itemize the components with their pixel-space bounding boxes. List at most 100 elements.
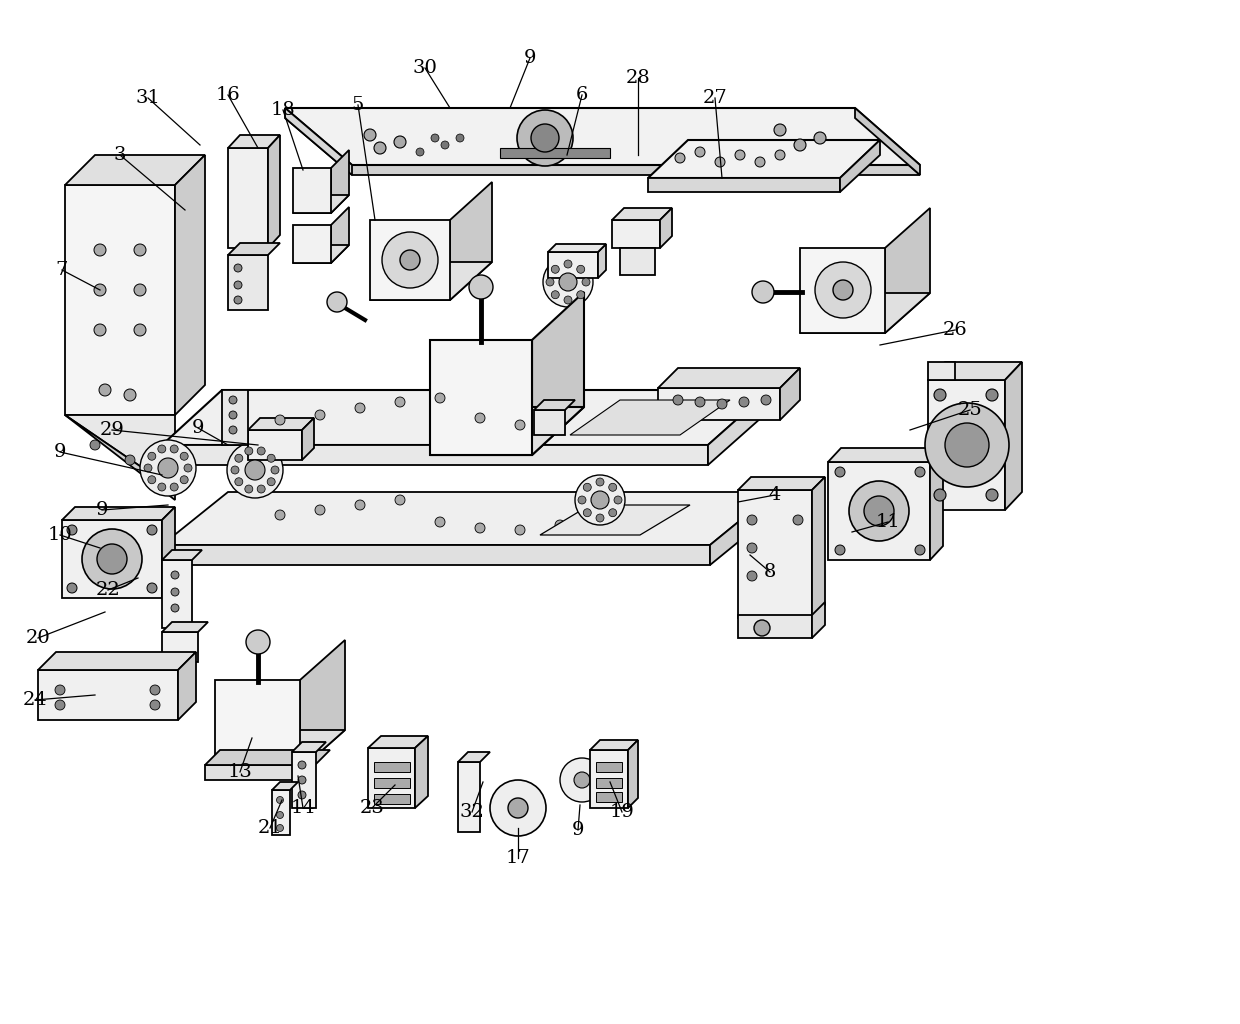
Polygon shape: [374, 762, 410, 772]
Circle shape: [717, 399, 727, 409]
Circle shape: [229, 411, 237, 419]
Circle shape: [227, 442, 283, 498]
Circle shape: [157, 458, 179, 478]
Circle shape: [751, 281, 774, 303]
Polygon shape: [293, 168, 331, 213]
Polygon shape: [738, 615, 812, 638]
Circle shape: [609, 509, 616, 517]
Circle shape: [794, 139, 806, 151]
Circle shape: [582, 278, 590, 286]
Circle shape: [694, 147, 706, 157]
Circle shape: [673, 395, 683, 406]
Text: 14: 14: [290, 799, 315, 817]
Polygon shape: [856, 108, 920, 175]
Polygon shape: [534, 400, 575, 410]
Polygon shape: [430, 340, 532, 455]
Circle shape: [794, 515, 804, 525]
Circle shape: [986, 489, 998, 501]
Polygon shape: [828, 449, 942, 462]
Polygon shape: [539, 505, 689, 535]
Polygon shape: [293, 245, 348, 263]
Circle shape: [298, 776, 306, 784]
Circle shape: [574, 772, 590, 788]
Circle shape: [746, 515, 756, 525]
Text: 27: 27: [703, 89, 728, 106]
Polygon shape: [450, 182, 492, 300]
Polygon shape: [548, 252, 598, 278]
Circle shape: [609, 483, 616, 492]
Text: 3: 3: [114, 146, 126, 164]
Text: 30: 30: [413, 59, 438, 77]
Circle shape: [435, 517, 445, 527]
Polygon shape: [162, 632, 198, 662]
Circle shape: [774, 124, 786, 136]
Circle shape: [170, 445, 179, 453]
Circle shape: [124, 389, 136, 401]
Text: 10: 10: [47, 526, 72, 544]
Circle shape: [469, 275, 494, 299]
Polygon shape: [291, 742, 326, 752]
Polygon shape: [228, 255, 268, 310]
Text: 16: 16: [216, 86, 241, 104]
Circle shape: [441, 141, 449, 150]
Polygon shape: [64, 185, 175, 415]
Text: 23: 23: [360, 799, 384, 817]
Polygon shape: [228, 135, 280, 148]
Polygon shape: [548, 244, 606, 252]
Text: 24: 24: [22, 691, 47, 709]
Circle shape: [739, 397, 749, 407]
Polygon shape: [458, 752, 490, 762]
Polygon shape: [38, 670, 179, 720]
Circle shape: [134, 324, 146, 336]
Text: 22: 22: [95, 581, 120, 599]
Circle shape: [315, 410, 325, 420]
Polygon shape: [658, 388, 780, 420]
Circle shape: [134, 244, 146, 256]
Polygon shape: [800, 248, 885, 333]
Circle shape: [272, 466, 279, 474]
Circle shape: [415, 148, 424, 156]
Polygon shape: [64, 415, 175, 490]
Circle shape: [157, 445, 166, 453]
Polygon shape: [458, 762, 480, 831]
Text: 9: 9: [572, 821, 584, 839]
Circle shape: [94, 284, 105, 296]
Polygon shape: [331, 207, 348, 263]
Circle shape: [140, 440, 196, 496]
Circle shape: [694, 397, 706, 407]
Circle shape: [595, 417, 605, 427]
Text: 9: 9: [192, 419, 205, 437]
Circle shape: [277, 824, 284, 831]
Polygon shape: [38, 652, 196, 670]
Polygon shape: [708, 390, 770, 465]
Polygon shape: [370, 220, 450, 300]
Text: 32: 32: [460, 803, 485, 821]
Circle shape: [849, 481, 909, 541]
Circle shape: [761, 395, 771, 406]
Circle shape: [915, 545, 925, 555]
Polygon shape: [590, 740, 639, 750]
Circle shape: [275, 415, 285, 425]
Text: 8: 8: [764, 563, 776, 581]
Text: 31: 31: [135, 89, 160, 106]
Circle shape: [575, 475, 625, 525]
Polygon shape: [800, 293, 930, 333]
Text: 21: 21: [258, 819, 283, 837]
Circle shape: [475, 413, 485, 423]
Polygon shape: [596, 778, 622, 788]
Polygon shape: [570, 400, 730, 435]
Text: 19: 19: [610, 803, 635, 821]
Polygon shape: [179, 652, 196, 720]
Circle shape: [559, 273, 577, 291]
Polygon shape: [285, 108, 352, 175]
Circle shape: [150, 700, 160, 710]
Circle shape: [125, 455, 135, 465]
Circle shape: [915, 467, 925, 477]
Circle shape: [934, 489, 946, 501]
Circle shape: [945, 423, 990, 467]
Circle shape: [396, 397, 405, 407]
Polygon shape: [162, 507, 175, 598]
Circle shape: [234, 264, 242, 272]
Polygon shape: [596, 762, 622, 772]
Circle shape: [552, 265, 559, 273]
